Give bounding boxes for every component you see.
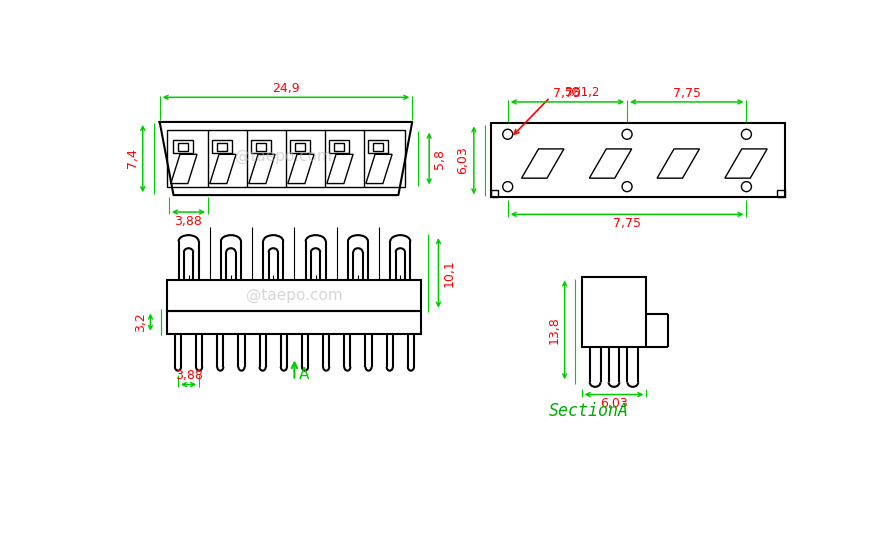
Bar	[490, 124, 785, 197]
Text: 5Ø1,2: 5Ø1,2	[564, 86, 599, 99]
Text: 24,9: 24,9	[272, 82, 300, 95]
Bar	[212, 140, 232, 153]
Bar	[178, 143, 188, 150]
Bar	[251, 140, 271, 153]
Bar	[373, 143, 384, 150]
Text: 3,88: 3,88	[174, 215, 202, 228]
Text: @taepo.com: @taepo.com	[234, 149, 331, 164]
Bar	[255, 143, 266, 150]
Bar	[167, 280, 422, 311]
Bar	[490, 190, 498, 197]
Text: SectionA: SectionA	[548, 402, 628, 419]
Text: 13,8: 13,8	[547, 316, 561, 343]
Text: 3,88: 3,88	[174, 369, 203, 382]
Bar	[290, 140, 311, 153]
Bar	[582, 278, 646, 347]
Bar	[777, 190, 785, 197]
Text: @taepo.com: @taepo.com	[246, 288, 343, 303]
Bar	[368, 140, 388, 153]
Text: 3,2: 3,2	[134, 312, 147, 332]
Text: 6,03: 6,03	[457, 147, 470, 174]
Bar	[334, 143, 344, 150]
Bar	[173, 140, 193, 153]
Text: 7,75: 7,75	[613, 217, 641, 230]
Bar	[217, 143, 227, 150]
Text: A: A	[298, 367, 309, 382]
Text: 6,03: 6,03	[600, 398, 627, 410]
Text: 5,8: 5,8	[433, 149, 447, 169]
Bar	[295, 143, 305, 150]
Bar	[167, 311, 422, 334]
Text: 7,4: 7,4	[126, 149, 139, 169]
Text: 7,75: 7,75	[673, 87, 700, 100]
Text: 7,75: 7,75	[554, 87, 581, 100]
Bar	[167, 129, 405, 187]
Bar	[328, 140, 350, 153]
Text: 10,1: 10,1	[442, 259, 456, 287]
